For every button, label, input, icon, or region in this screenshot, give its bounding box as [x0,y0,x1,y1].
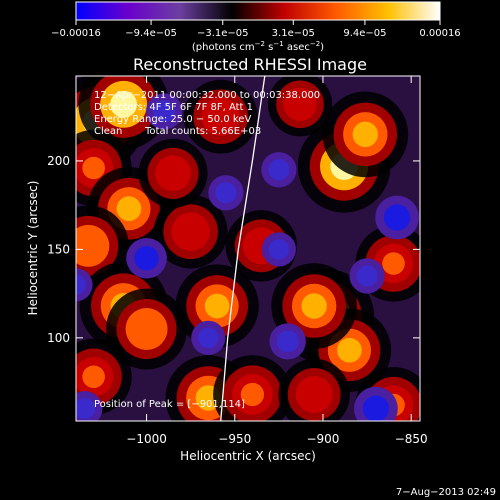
emission-source [138,138,208,208]
source-core [337,337,362,363]
y-axis-label: Heliocentric Y (arcsec) [26,181,40,316]
lobe-core [198,327,219,349]
source-core [134,317,159,341]
negative-lobe [354,386,398,421]
emission-source [213,355,292,421]
x-axis-label: Heliocentric X (arcsec) [180,449,316,463]
emission-source [183,79,258,154]
lobe-core [76,398,96,420]
colorbar-tick-label: 3.1e−05 [272,28,315,39]
negative-lobe [76,390,103,421]
lobe-core [76,274,86,295]
negative-lobe [208,175,244,211]
source-core [352,121,379,148]
lobe-core [268,159,290,181]
colorbar-tick-label: −9.4e−05 [125,28,177,39]
x-tick-label: −950 [218,432,251,446]
negative-lobe [375,195,419,240]
x-tick-label: −850 [395,432,428,446]
timestamp: 7−Aug−2013 02:49 [396,487,496,498]
emission-source [106,288,188,370]
negative-lobe [349,258,385,294]
source-core [162,163,184,184]
annotations: 12−Apr−2011 00:00:32.000 to 00:03:38.000… [94,90,320,410]
emission-source [153,194,228,269]
negative-lobe [261,152,297,188]
lobe-core [362,395,390,421]
plot-frame [75,75,421,422]
colorbar-tick-label: −0.00016 [51,28,101,39]
source-core [204,293,230,319]
x-tick-label: −1000 [126,432,167,446]
y-tick-label: 200 [47,154,70,168]
colorbar-tick-label: 0.00016 [419,28,460,39]
y-tick-label: 150 [47,242,70,256]
y-axis: 100 150 200 [47,154,420,345]
colorbar-ticks: −0.00016 −9.4e−05 −3.1e−05 3.1e−05 9.4e−05 0.… [51,20,461,39]
colorbar-units: (photons cm−2 s−1 asec−2) [192,40,324,53]
source-core [303,383,325,406]
emission-source [76,129,132,207]
source-core [240,382,265,407]
lobe-core [134,246,159,271]
colorbar-tick-label: 9.4e−05 [343,28,386,39]
source-core [76,233,101,258]
source-core [179,220,202,243]
lobe-core [215,182,237,204]
source-core [382,252,405,275]
x-tick-label: −900 [306,432,339,446]
lobe-core [268,239,290,260]
solar-limb [220,76,266,421]
negative-lobe [261,232,296,267]
negative-lobe [146,93,183,130]
source-core [301,293,327,319]
source-core [110,90,138,118]
annotation-energy-range: Energy Range: 25.0 − 50.0 keV [94,114,251,125]
x-axis: −1000 −950 −900 −850 [126,76,428,446]
negative-lobe [126,237,167,279]
chart-title: Reconstructed RHESSI Image [133,55,367,74]
annotation-detectors: Detectors: 4F 5F 6F 7F 8F, Att 1 [94,102,253,113]
y-tick-label: 100 [47,331,70,345]
heatmap [76,76,420,421]
lobe-core [356,265,378,287]
negative-lobe [191,320,226,355]
colorbar [75,1,441,21]
lobe-core [276,330,299,353]
emission-source [355,225,420,302]
annotation-total-counts: Total counts: 5.66E+03 [144,126,261,137]
source-core [82,156,105,180]
negative-lobe [76,268,93,302]
source-core [116,196,142,222]
source-core [290,94,310,114]
lobe-core [383,204,411,231]
source-core [82,365,105,389]
annotation-time-range: 12−Apr−2011 00:00:32.000 to 00:03:38.000 [94,90,320,101]
colorbar-tick-label: −3.1e−05 [197,28,249,39]
emission-source [322,91,409,178]
negative-lobe [269,323,306,360]
emission-source [267,76,333,137]
source-core [209,105,232,128]
lobe-core [153,100,176,123]
emission-source [278,358,350,421]
annotation-method: Clean [94,126,122,137]
annotation-peak-position: Position of Peak = [−901,114] [94,399,245,410]
